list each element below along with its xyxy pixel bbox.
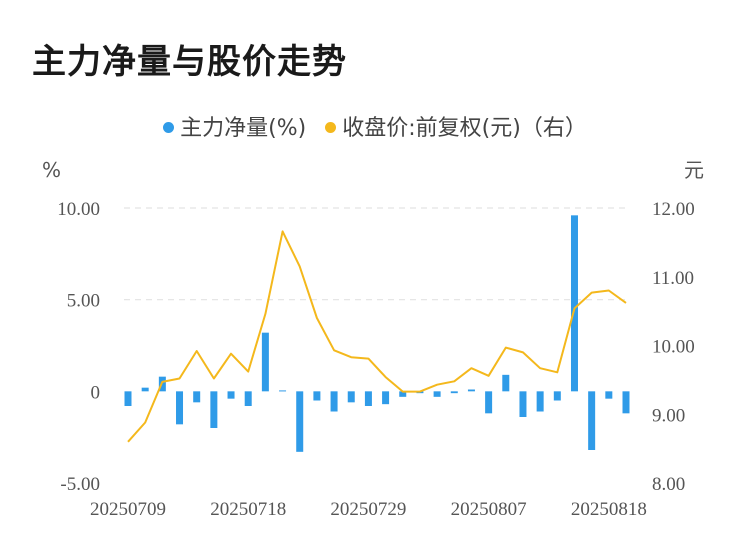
y-right-tick-label: 12.00 [652, 199, 695, 220]
y-left-tick-label: 0 [91, 382, 101, 403]
y-right-tick-label: 10.00 [652, 337, 695, 358]
bar-net-flow [536, 391, 544, 412]
legend-item-net-flow[interactable]: 主力净量(%) [163, 110, 306, 142]
bar-net-flow [210, 391, 218, 428]
bar-net-flow [279, 390, 287, 392]
bar-net-flow [176, 391, 184, 425]
bar-net-flow [261, 332, 269, 392]
y-left-tick-label: 5.00 [67, 291, 100, 312]
x-tick-label: 20250709 [90, 499, 166, 520]
bar-net-flow [485, 391, 493, 414]
x-tick-label: 20250818 [571, 499, 647, 520]
x-tick-label: 20250718 [210, 499, 286, 520]
y-right-unit: 元 [684, 158, 704, 182]
x-tick-label: 20250807 [451, 499, 527, 520]
y-right-tick-label: 11.00 [652, 268, 694, 289]
x-tick-label: 20250729 [330, 499, 406, 520]
bar-net-flow [570, 215, 578, 392]
bar-net-flow [519, 391, 527, 417]
bar-net-flow [467, 389, 475, 392]
bar-net-flow [296, 391, 304, 452]
bar-net-flow [450, 391, 458, 394]
y-left-tick-label: 10.00 [57, 199, 100, 220]
legend-label-net-flow: 主力净量(%) [180, 116, 307, 141]
bar-net-flow [364, 391, 372, 406]
bar-net-flow [502, 374, 510, 392]
bar-net-flow [347, 391, 355, 403]
bar-net-flow [399, 391, 407, 397]
legend-marker-net-flow [163, 121, 175, 133]
bar-net-flow [124, 391, 132, 406]
legend: 主力净量(%) 收盘价:前复权(元)（右） [0, 110, 750, 142]
bar-net-flow [433, 391, 441, 397]
bar-net-flow [227, 391, 235, 399]
bar-net-flow [330, 391, 338, 412]
bar-net-flow [313, 391, 321, 401]
y-left-unit: % [42, 158, 61, 182]
bar-net-flow [141, 387, 149, 392]
bar-net-flow [382, 391, 390, 405]
bar-net-flow [605, 391, 613, 399]
legend-item-close-price[interactable]: 收盘价:前复权(元)（右） [325, 110, 587, 142]
bar-net-flow [193, 391, 201, 403]
y-right-tick-label: 9.00 [652, 405, 685, 426]
bar-net-flow [622, 391, 630, 414]
legend-label-close-price: 收盘价:前复权(元)（右） [342, 116, 587, 141]
bar-net-flow [588, 391, 596, 450]
y-right-tick-label: 8.00 [652, 474, 685, 495]
y-left-tick-label: -5.00 [60, 474, 100, 495]
chart-title: 主力净量与股价走势 [32, 42, 347, 82]
bar-net-flow [244, 391, 252, 406]
bar-net-flow [553, 391, 561, 401]
legend-marker-close-price [325, 121, 337, 133]
line-close-price [127, 230, 627, 443]
